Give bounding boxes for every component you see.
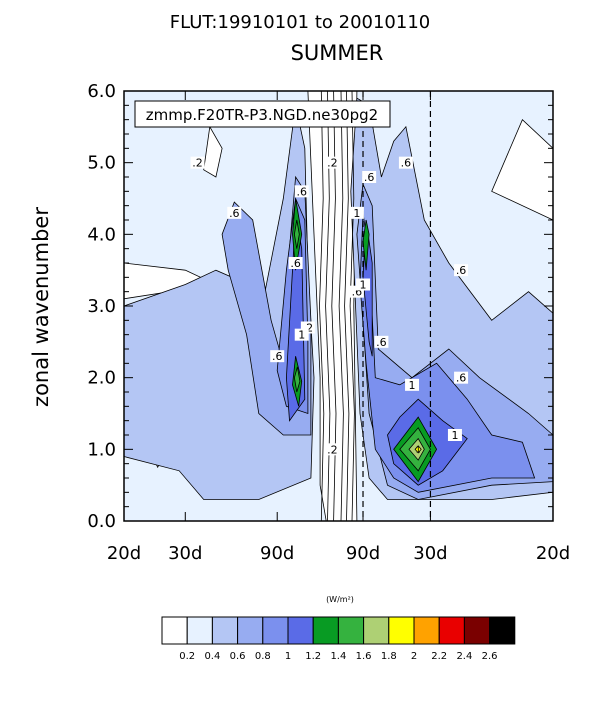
- colorbar-label-7: 1.6: [356, 651, 372, 662]
- colorbar-swatch-8: [363, 616, 390, 645]
- colorbar-label-6: 1.4: [330, 651, 346, 662]
- contour-label-bg-18: [447, 429, 462, 441]
- y-tick-label-2: 2.0: [87, 368, 116, 389]
- contour-label-bg-14: [349, 206, 364, 219]
- contour-region-17: [362, 219, 370, 271]
- chart-title-line1: FLUT:19910101 to 20010110: [170, 12, 431, 33]
- colorbar-label-8: 1.8: [381, 651, 397, 662]
- colorbar-label-2: 0.6: [230, 651, 246, 662]
- contour-label-bg-17: [405, 378, 420, 391]
- contour-label-8: .6: [352, 286, 363, 299]
- contour-label-2: .2: [303, 322, 314, 335]
- contour-label-17: 1: [409, 379, 416, 392]
- units-label: (W/m²): [326, 595, 354, 604]
- contour-label-bg-12: [454, 264, 469, 277]
- colorbar-swatch-7: [337, 616, 365, 645]
- contour-line-0: [319, 90, 325, 522]
- contour-label-10: .6: [376, 336, 387, 349]
- colorbar-swatch-11: [438, 616, 465, 645]
- contour-label-15: 1: [360, 279, 367, 292]
- case-label: zmmp.F20TR-P3.NGD.ne30pg2: [146, 106, 378, 124]
- contour-label-5: .6: [296, 185, 307, 198]
- contour-label-11: .6: [401, 157, 412, 170]
- contour-label-18: 1: [451, 429, 458, 442]
- colorbar: 0.2 0.4 0.6 0.8 1 1.2 1.4 1.6 1.8 2 2.2 2.4 2.6: [161, 616, 516, 662]
- colorbar-swatch-12: [463, 616, 491, 645]
- colorbar-label-12: 2.6: [482, 651, 498, 662]
- colorbar-swatch-13: [489, 616, 516, 645]
- colorbar-label-0: 0.2: [179, 651, 195, 662]
- x-axis: 20d 30d 90d 90d 30d 20d: [107, 91, 570, 564]
- contour-label-bg-7: [270, 350, 285, 363]
- colorbar-swatch-10: [413, 616, 440, 645]
- contour-line-3: [338, 90, 344, 522]
- maximum-label-0: 1: [416, 445, 421, 454]
- colorbar-label-11: 2.4: [456, 651, 472, 662]
- x-tick-label-0: 20d: [107, 543, 141, 564]
- colorbar-swatch-9: [388, 616, 415, 645]
- contour-label-1: .2: [327, 157, 338, 170]
- contour-label-bg-15: [356, 278, 371, 291]
- contour-label-bg-0: [190, 156, 205, 169]
- colorbar-label-3: 0.8: [255, 651, 271, 662]
- colorbar-swatch-6: [312, 616, 339, 645]
- contour-label-4: .6: [229, 207, 240, 220]
- contour-label-6: .6: [290, 257, 301, 270]
- contour-label-0: .2: [192, 157, 203, 170]
- contour-label-bg-11: [398, 156, 413, 169]
- contour-label-bg-3: [325, 443, 340, 456]
- contour-label-bg-4: [227, 206, 242, 219]
- contour-label-bg-10: [374, 335, 389, 348]
- contour-label-bg-9: [362, 171, 377, 183]
- contour-label-bg-13: [454, 371, 469, 384]
- contour-label-bg-1: [325, 156, 340, 169]
- contour-line-5: [349, 90, 355, 522]
- y-tick-label-3: 3.0: [87, 296, 116, 317]
- contour-label-12: .6: [456, 264, 467, 277]
- contour-region-19: [293, 366, 301, 393]
- colorbar-label-5: 1.2: [305, 651, 321, 662]
- colorbar-swatch-4: [262, 616, 289, 645]
- contour-label-bg-5: [294, 185, 309, 198]
- y-tick-label-4: 4.0: [87, 224, 116, 245]
- y-tick-label-6: 6.0: [87, 81, 116, 102]
- contour-label-7: .6: [272, 350, 283, 363]
- x-tick-label-3: 90d: [346, 543, 380, 564]
- colorbar-label-1: 0.4: [204, 651, 220, 662]
- contour-line-4: [344, 90, 350, 522]
- colorbar-label-9: 2: [411, 651, 417, 662]
- y-axis-label: zonal wavenumber: [29, 207, 53, 407]
- x-tick-label-2: 90d: [260, 543, 294, 564]
- y-axis: 0.0 1.0 2.0 3.0 4.0 5.0 6.0: [87, 81, 553, 532]
- colorbar-swatch-3: [237, 616, 264, 645]
- colorbar-swatch-1: [186, 616, 213, 645]
- contour-region-4: [203, 125, 223, 178]
- contour-label-bg-16: [294, 328, 309, 341]
- x-tick-label-1: 30d: [168, 543, 202, 564]
- contour-region-23: [414, 445, 422, 454]
- contour-label-bg-6: [288, 257, 303, 269]
- chart-title-line2: SUMMER: [291, 41, 384, 65]
- y-tick-label-0: 0.0: [87, 511, 116, 532]
- contour-label-3: .2: [327, 443, 338, 456]
- x-tick-label-5: 20d: [536, 543, 570, 564]
- colorbar-swatch-5: [287, 616, 314, 645]
- colorbar-label-10: 2.2: [431, 651, 447, 662]
- colorbar-swatch-2: [211, 616, 239, 645]
- contour-label-16: 1: [298, 329, 305, 342]
- contour-label-14: 1: [353, 207, 360, 220]
- contour-label-13: .6: [456, 372, 467, 385]
- colorbar-swatch-0: [161, 616, 188, 645]
- x-tick-label-4: 30d: [413, 543, 447, 564]
- contour-region-20: [293, 219, 300, 249]
- contour-label-9: .6: [364, 171, 375, 184]
- y-tick-label-1: 1.0: [87, 439, 116, 460]
- case-label-box: [134, 100, 391, 128]
- y-tick-label-5: 5.0: [87, 153, 116, 174]
- colorbar-label-4: 1: [285, 651, 291, 662]
